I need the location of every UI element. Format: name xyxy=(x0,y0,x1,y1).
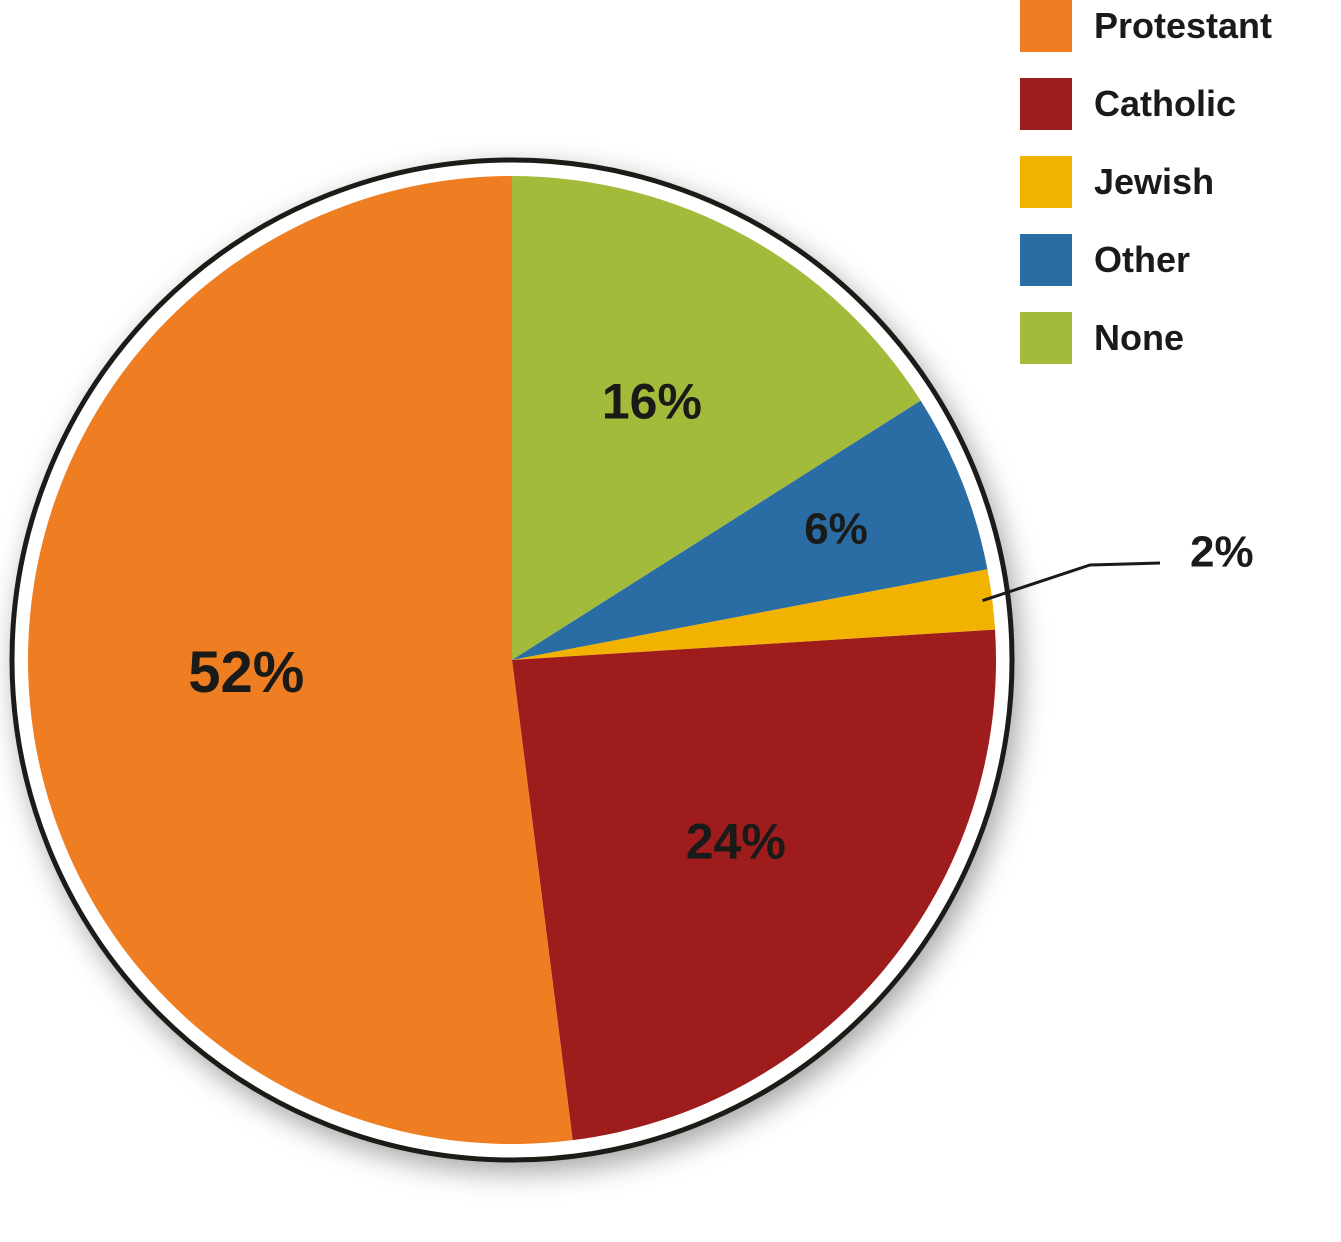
legend-item-catholic: Catholic xyxy=(1020,78,1272,130)
slice-label-catholic: 24% xyxy=(686,813,786,869)
legend-swatch-none xyxy=(1020,312,1072,364)
legend-swatch-other xyxy=(1020,234,1072,286)
legend-item-none: None xyxy=(1020,312,1272,364)
legend-item-protestant: Protestant xyxy=(1020,0,1272,52)
legend: Protestant Catholic Jewish Other None xyxy=(1020,0,1272,390)
legend-swatch-protestant xyxy=(1020,0,1072,52)
legend-label-other: Other xyxy=(1094,239,1190,281)
slice-label-other: 6% xyxy=(804,504,868,553)
pie-slice-catholic xyxy=(512,630,996,1141)
legend-label-protestant: Protestant xyxy=(1094,5,1272,47)
legend-swatch-jewish xyxy=(1020,156,1072,208)
legend-item-other: Other xyxy=(1020,234,1272,286)
slice-label-jewish: 2% xyxy=(1190,528,1254,577)
legend-item-jewish: Jewish xyxy=(1020,156,1272,208)
slice-label-protestant: 52% xyxy=(188,640,304,705)
legend-swatch-catholic xyxy=(1020,78,1072,130)
legend-label-none: None xyxy=(1094,317,1184,359)
legend-label-catholic: Catholic xyxy=(1094,83,1236,125)
legend-label-jewish: Jewish xyxy=(1094,161,1214,203)
slice-label-none: 16% xyxy=(602,374,702,430)
